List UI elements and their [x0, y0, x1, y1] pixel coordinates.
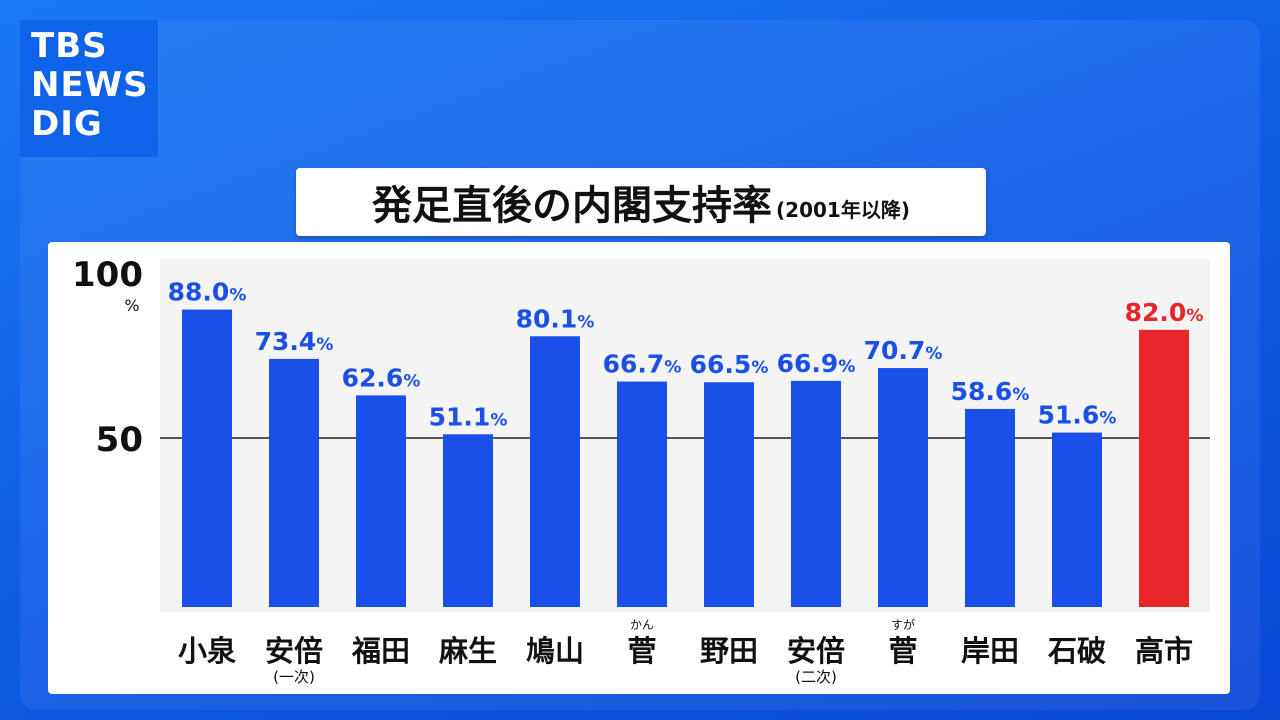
value-label-9: 70.7% [864, 336, 943, 365]
bar-6 [617, 381, 667, 607]
bar-10 [965, 408, 1015, 607]
ytick-label-50: 50 [96, 420, 143, 460]
bar-1 [182, 309, 232, 607]
value-label-1: 88.0% [168, 278, 247, 307]
bar-9 [878, 368, 928, 607]
bar-8 [791, 380, 841, 607]
category-label-10: 岸田 [961, 634, 1019, 668]
chart-panel: 100% 50 88.0% 小泉 73.4% 安倍 (一次) 62.6% 福田 51.1% 麻生 80… [48, 242, 1230, 694]
bar-7 [704, 382, 754, 607]
bar-2 [269, 358, 319, 607]
category-label-1: 小泉 [178, 634, 237, 668]
plot-area [160, 259, 1210, 612]
value-label-5: 80.1% [516, 304, 595, 333]
category-label-11: 石破 [1047, 634, 1106, 668]
bar-chart: 100%5088.0%小泉73.4%安倍(一次)62.6%福田51.1%麻生80… [72, 255, 1210, 686]
logo-line-2: NEWS [31, 65, 149, 105]
category-label-2: 安倍 [265, 634, 323, 668]
value-label-12: 82.0% [1125, 298, 1204, 327]
category-label-9: 菅 [888, 634, 917, 668]
value-label-10: 58.6% [951, 377, 1030, 406]
value-label-3: 62.6% [342, 363, 421, 392]
tbs-news-dig-logo[interactable]: TBS NEWS DIG [20, 20, 158, 157]
chart-title: 発足直後の内閣支持率 [372, 183, 773, 229]
category-ruby-6: かん [630, 618, 654, 632]
category-label-5: 鳩山 [526, 634, 584, 668]
logo-line-1: TBS [31, 26, 108, 66]
value-label-8: 66.9% [777, 349, 856, 378]
value-label-11: 51.6% [1038, 401, 1117, 430]
bar-5 [530, 336, 580, 607]
category-label-3: 福田 [351, 634, 410, 668]
category-note-2: (一次) [273, 668, 315, 686]
category-ruby-9: すが [891, 617, 915, 632]
category-label-4: 麻生 [439, 634, 497, 668]
bar-12 [1139, 329, 1189, 607]
category-label-8: 安倍 [787, 634, 845, 668]
chart-subtitle: (2001年以降) [776, 197, 910, 222]
value-label-2: 73.4% [255, 327, 334, 356]
logo-line-3: DIG [31, 104, 103, 144]
bar-4 [443, 434, 493, 607]
ytick-label-100: 100 [72, 255, 143, 295]
value-label-7: 66.5% [690, 350, 769, 379]
category-label-7: 野田 [700, 634, 758, 668]
category-note-8: (二次) [795, 668, 837, 686]
value-label-4: 51.1% [429, 402, 508, 431]
bar-11 [1052, 432, 1102, 607]
ytick-unit-label: % [124, 296, 139, 315]
chart-title-box: 発足直後の内閣支持率 (2001年以降) [296, 168, 986, 236]
bar-3 [356, 395, 406, 607]
category-label-6: 菅 [627, 634, 656, 668]
category-label-12: 高市 [1135, 634, 1193, 668]
value-label-6: 66.7% [603, 350, 682, 379]
